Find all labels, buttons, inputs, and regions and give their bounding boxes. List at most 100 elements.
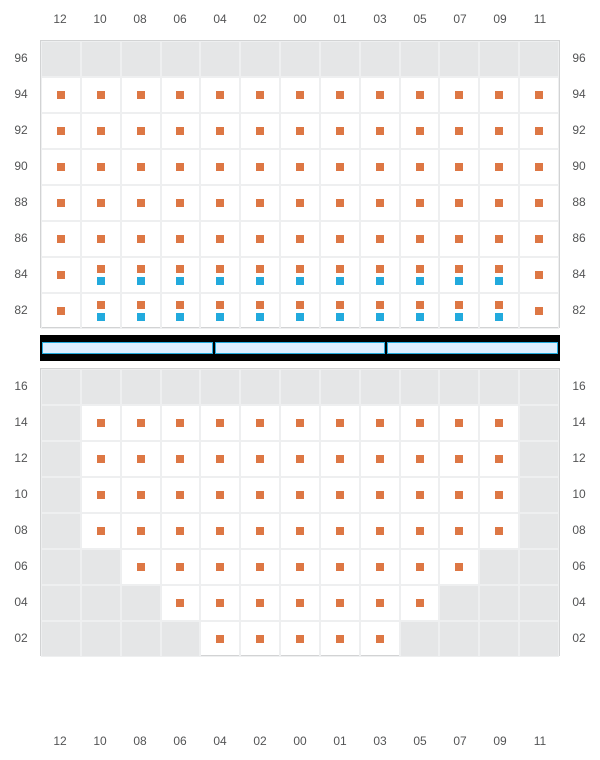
seat-cell[interactable] [280, 113, 320, 149]
seat-cell[interactable] [360, 405, 400, 441]
seat-cell[interactable] [439, 77, 479, 113]
seat-cell[interactable] [400, 585, 440, 621]
seat-cell[interactable] [400, 221, 440, 257]
seat-cell[interactable] [200, 513, 240, 549]
seat-cell[interactable] [200, 77, 240, 113]
seat-cell[interactable] [240, 77, 280, 113]
seat-cell[interactable] [400, 549, 440, 585]
seat-cell[interactable] [240, 185, 280, 221]
seat-cell[interactable] [200, 585, 240, 621]
seat-cell[interactable] [200, 621, 240, 657]
seat-cell[interactable] [519, 293, 559, 329]
seat-cell[interactable] [161, 77, 201, 113]
seat-cell[interactable] [121, 77, 161, 113]
seat-cell[interactable] [161, 113, 201, 149]
seat-cell[interactable] [439, 221, 479, 257]
seat-cell[interactable] [161, 585, 201, 621]
seat-cell[interactable] [81, 477, 121, 513]
seat-cell[interactable] [240, 113, 280, 149]
seat-cell[interactable] [439, 513, 479, 549]
seat-cell[interactable] [280, 405, 320, 441]
seat-cell[interactable] [200, 549, 240, 585]
seat-cell[interactable] [240, 405, 280, 441]
seat-cell[interactable] [161, 441, 201, 477]
seat-cell[interactable] [81, 221, 121, 257]
seat-cell[interactable] [200, 149, 240, 185]
seat-cell[interactable] [439, 113, 479, 149]
seat-cell[interactable] [479, 221, 519, 257]
seat-cell[interactable] [121, 477, 161, 513]
seat-cell[interactable] [280, 185, 320, 221]
seat-cell[interactable] [479, 513, 519, 549]
seat-cell[interactable] [519, 113, 559, 149]
seat-cell[interactable] [280, 149, 320, 185]
seat-cell[interactable] [439, 149, 479, 185]
seat-cell[interactable] [240, 549, 280, 585]
seat-cell[interactable] [81, 257, 121, 293]
seat-cell[interactable] [360, 149, 400, 185]
seat-cell[interactable] [240, 149, 280, 185]
seat-cell[interactable] [400, 77, 440, 113]
seat-cell[interactable] [121, 113, 161, 149]
seat-cell[interactable] [400, 113, 440, 149]
seat-cell[interactable] [360, 513, 400, 549]
seat-cell[interactable] [81, 405, 121, 441]
seat-cell[interactable] [280, 257, 320, 293]
seat-cell[interactable] [161, 477, 201, 513]
seat-cell[interactable] [320, 585, 360, 621]
seat-cell[interactable] [200, 257, 240, 293]
seat-cell[interactable] [240, 221, 280, 257]
seat-cell[interactable] [519, 185, 559, 221]
seat-cell[interactable] [360, 477, 400, 513]
seat-cell[interactable] [400, 441, 440, 477]
seat-cell[interactable] [479, 257, 519, 293]
seat-cell[interactable] [161, 257, 201, 293]
seat-cell[interactable] [320, 621, 360, 657]
seat-cell[interactable] [479, 441, 519, 477]
seat-cell[interactable] [280, 293, 320, 329]
seat-cell[interactable] [280, 477, 320, 513]
seat-cell[interactable] [519, 257, 559, 293]
seat-cell[interactable] [320, 221, 360, 257]
seat-cell[interactable] [121, 257, 161, 293]
seat-cell[interactable] [121, 405, 161, 441]
seat-cell[interactable] [280, 585, 320, 621]
seat-cell[interactable] [320, 405, 360, 441]
seat-cell[interactable] [240, 585, 280, 621]
seat-cell[interactable] [439, 405, 479, 441]
seat-cell[interactable] [400, 257, 440, 293]
seat-cell[interactable] [360, 621, 400, 657]
seat-cell[interactable] [81, 293, 121, 329]
seat-cell[interactable] [320, 549, 360, 585]
seat-cell[interactable] [479, 185, 519, 221]
seat-cell[interactable] [320, 77, 360, 113]
seat-cell[interactable] [121, 549, 161, 585]
seat-cell[interactable] [360, 585, 400, 621]
seat-cell[interactable] [121, 513, 161, 549]
seat-cell[interactable] [320, 113, 360, 149]
seat-cell[interactable] [41, 77, 81, 113]
seat-cell[interactable] [240, 441, 280, 477]
seat-cell[interactable] [81, 77, 121, 113]
seat-cell[interactable] [121, 185, 161, 221]
seat-cell[interactable] [320, 185, 360, 221]
seat-cell[interactable] [360, 113, 400, 149]
seat-cell[interactable] [280, 441, 320, 477]
seat-cell[interactable] [400, 405, 440, 441]
seat-cell[interactable] [280, 621, 320, 657]
seat-cell[interactable] [121, 441, 161, 477]
seat-cell[interactable] [161, 513, 201, 549]
seat-cell[interactable] [479, 77, 519, 113]
seat-cell[interactable] [240, 477, 280, 513]
seat-cell[interactable] [320, 149, 360, 185]
seat-cell[interactable] [479, 477, 519, 513]
seat-cell[interactable] [200, 441, 240, 477]
seat-cell[interactable] [320, 293, 360, 329]
seat-cell[interactable] [360, 549, 400, 585]
seat-cell[interactable] [161, 405, 201, 441]
seat-cell[interactable] [81, 149, 121, 185]
seat-cell[interactable] [360, 441, 400, 477]
seat-cell[interactable] [320, 513, 360, 549]
seat-cell[interactable] [161, 149, 201, 185]
seat-cell[interactable] [360, 77, 400, 113]
